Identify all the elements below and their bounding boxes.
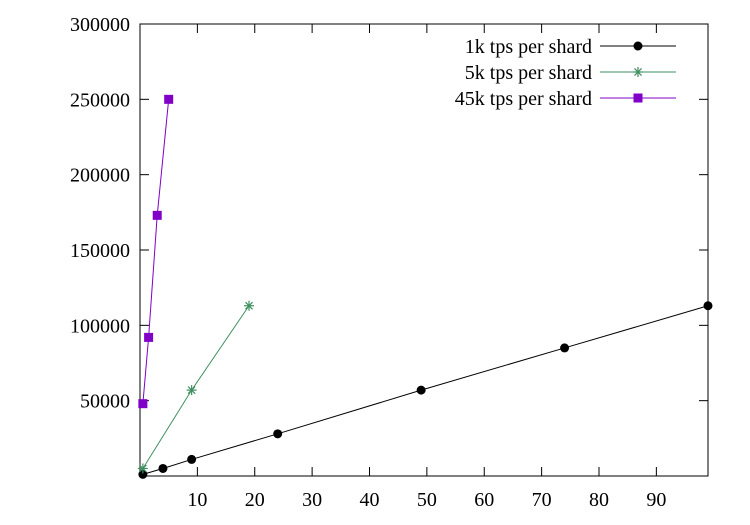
data-point [186, 385, 197, 396]
data-point [152, 210, 162, 220]
x-tick-label: 30 [302, 489, 322, 511]
x-tick-label: 70 [532, 489, 552, 511]
data-point [138, 399, 148, 409]
legend-marker [633, 67, 643, 77]
x-tick-label: 80 [589, 489, 609, 511]
legend-label: 45k tps per shard [455, 88, 592, 110]
series-line [142, 305, 250, 469]
legend-label: 5k tps per shard [465, 62, 592, 84]
asterisk-stroke [138, 464, 147, 473]
series-1 [138, 301, 713, 479]
data-point [273, 429, 283, 439]
data-point [416, 385, 426, 395]
y-tick-label: 100000 [70, 315, 130, 337]
y-tick-label: 250000 [70, 89, 130, 111]
x-tick-label: 60 [474, 489, 494, 511]
x-tick-label: 10 [187, 489, 207, 511]
x-tick-label: 50 [417, 489, 437, 511]
legend: 1k tps per shard 5k tps per shard 45k tps … [455, 36, 676, 110]
data-point [244, 300, 255, 311]
x-tick-label: 40 [359, 489, 379, 511]
y-tick-label: 200000 [70, 165, 130, 187]
data-point [138, 469, 148, 479]
legend-marker [633, 41, 643, 51]
data-point [164, 94, 174, 104]
data-point [560, 343, 570, 353]
asterisk-stroke [245, 301, 253, 310]
plot-area: 10 20 30 40 50 60 70 80 90 50000 100000 150000 20000… [70, 14, 709, 511]
asterisk-stroke [187, 386, 196, 395]
data-point [144, 332, 154, 342]
x-tick-label: 90 [646, 489, 666, 511]
plot-frame [139, 23, 709, 477]
asterisk-stroke [634, 68, 642, 76]
data-point [703, 301, 713, 311]
y-tick-label: 300000 [70, 14, 130, 36]
data-point [158, 463, 168, 473]
series-3 [138, 94, 174, 409]
legend-label: 1k tps per shard [465, 36, 592, 58]
data-point [187, 454, 197, 464]
series-line [142, 99, 170, 404]
x-tick-label: 20 [245, 489, 265, 511]
series-2 [137, 300, 255, 474]
data-point [137, 463, 148, 474]
y-tick-label: 50000 [80, 391, 130, 413]
series-layer [137, 94, 713, 479]
legend-marker [633, 93, 643, 103]
y-tick-label: 150000 [70, 240, 130, 262]
